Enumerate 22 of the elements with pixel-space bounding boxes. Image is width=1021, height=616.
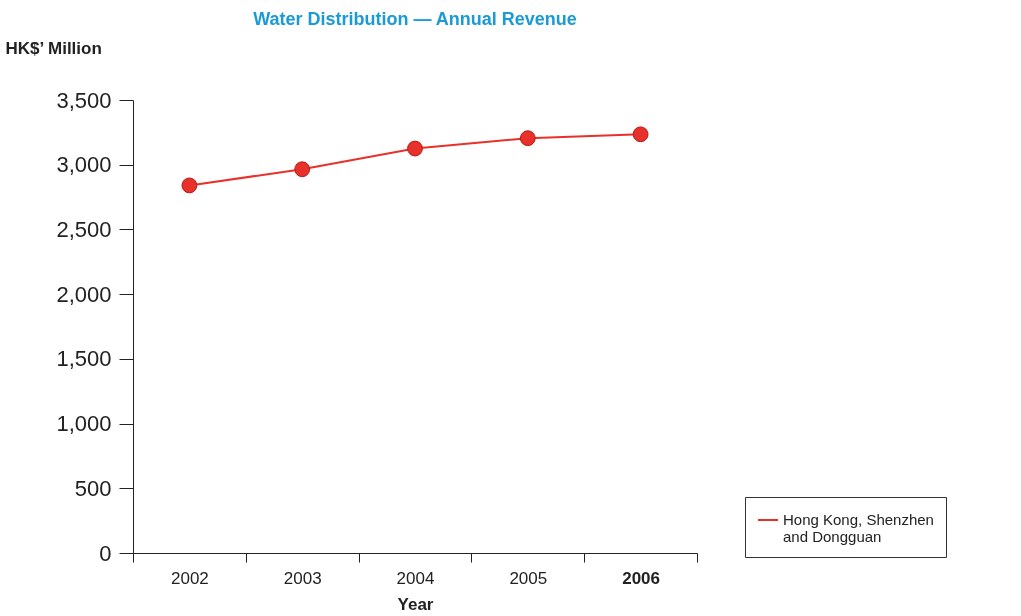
x-tick-label: 2005 bbox=[509, 568, 548, 588]
x-axis-title: Year bbox=[397, 594, 434, 614]
y-tick-label: 3,500 bbox=[56, 87, 112, 113]
point bbox=[294, 161, 311, 178]
y-tick-label: 500 bbox=[74, 475, 112, 501]
y-tick-label: 1,500 bbox=[56, 346, 112, 372]
x-tick-label: 2004 bbox=[396, 568, 435, 588]
point bbox=[407, 140, 423, 157]
x-tick-label: 2003 bbox=[283, 568, 322, 588]
chart-title: Water Distribution — Annual Revenue bbox=[253, 9, 577, 29]
point bbox=[632, 126, 649, 143]
y-tick-label: 3,000 bbox=[56, 152, 112, 178]
x-tick-label: 2002 bbox=[170, 568, 209, 588]
legend-label: Hong Kong, Shenzhen and Dongguan bbox=[783, 511, 934, 545]
point bbox=[519, 130, 536, 147]
y-tick-label: 0 bbox=[99, 540, 112, 566]
y-tick-label: 1,000 bbox=[56, 411, 112, 437]
point bbox=[181, 177, 198, 194]
y-axis-title: HK$’ Million bbox=[5, 38, 102, 58]
x-tick-label: 2006 bbox=[622, 568, 661, 588]
y-tick-label: 2,500 bbox=[56, 216, 112, 242]
y-tick-label: 2,000 bbox=[56, 281, 112, 307]
